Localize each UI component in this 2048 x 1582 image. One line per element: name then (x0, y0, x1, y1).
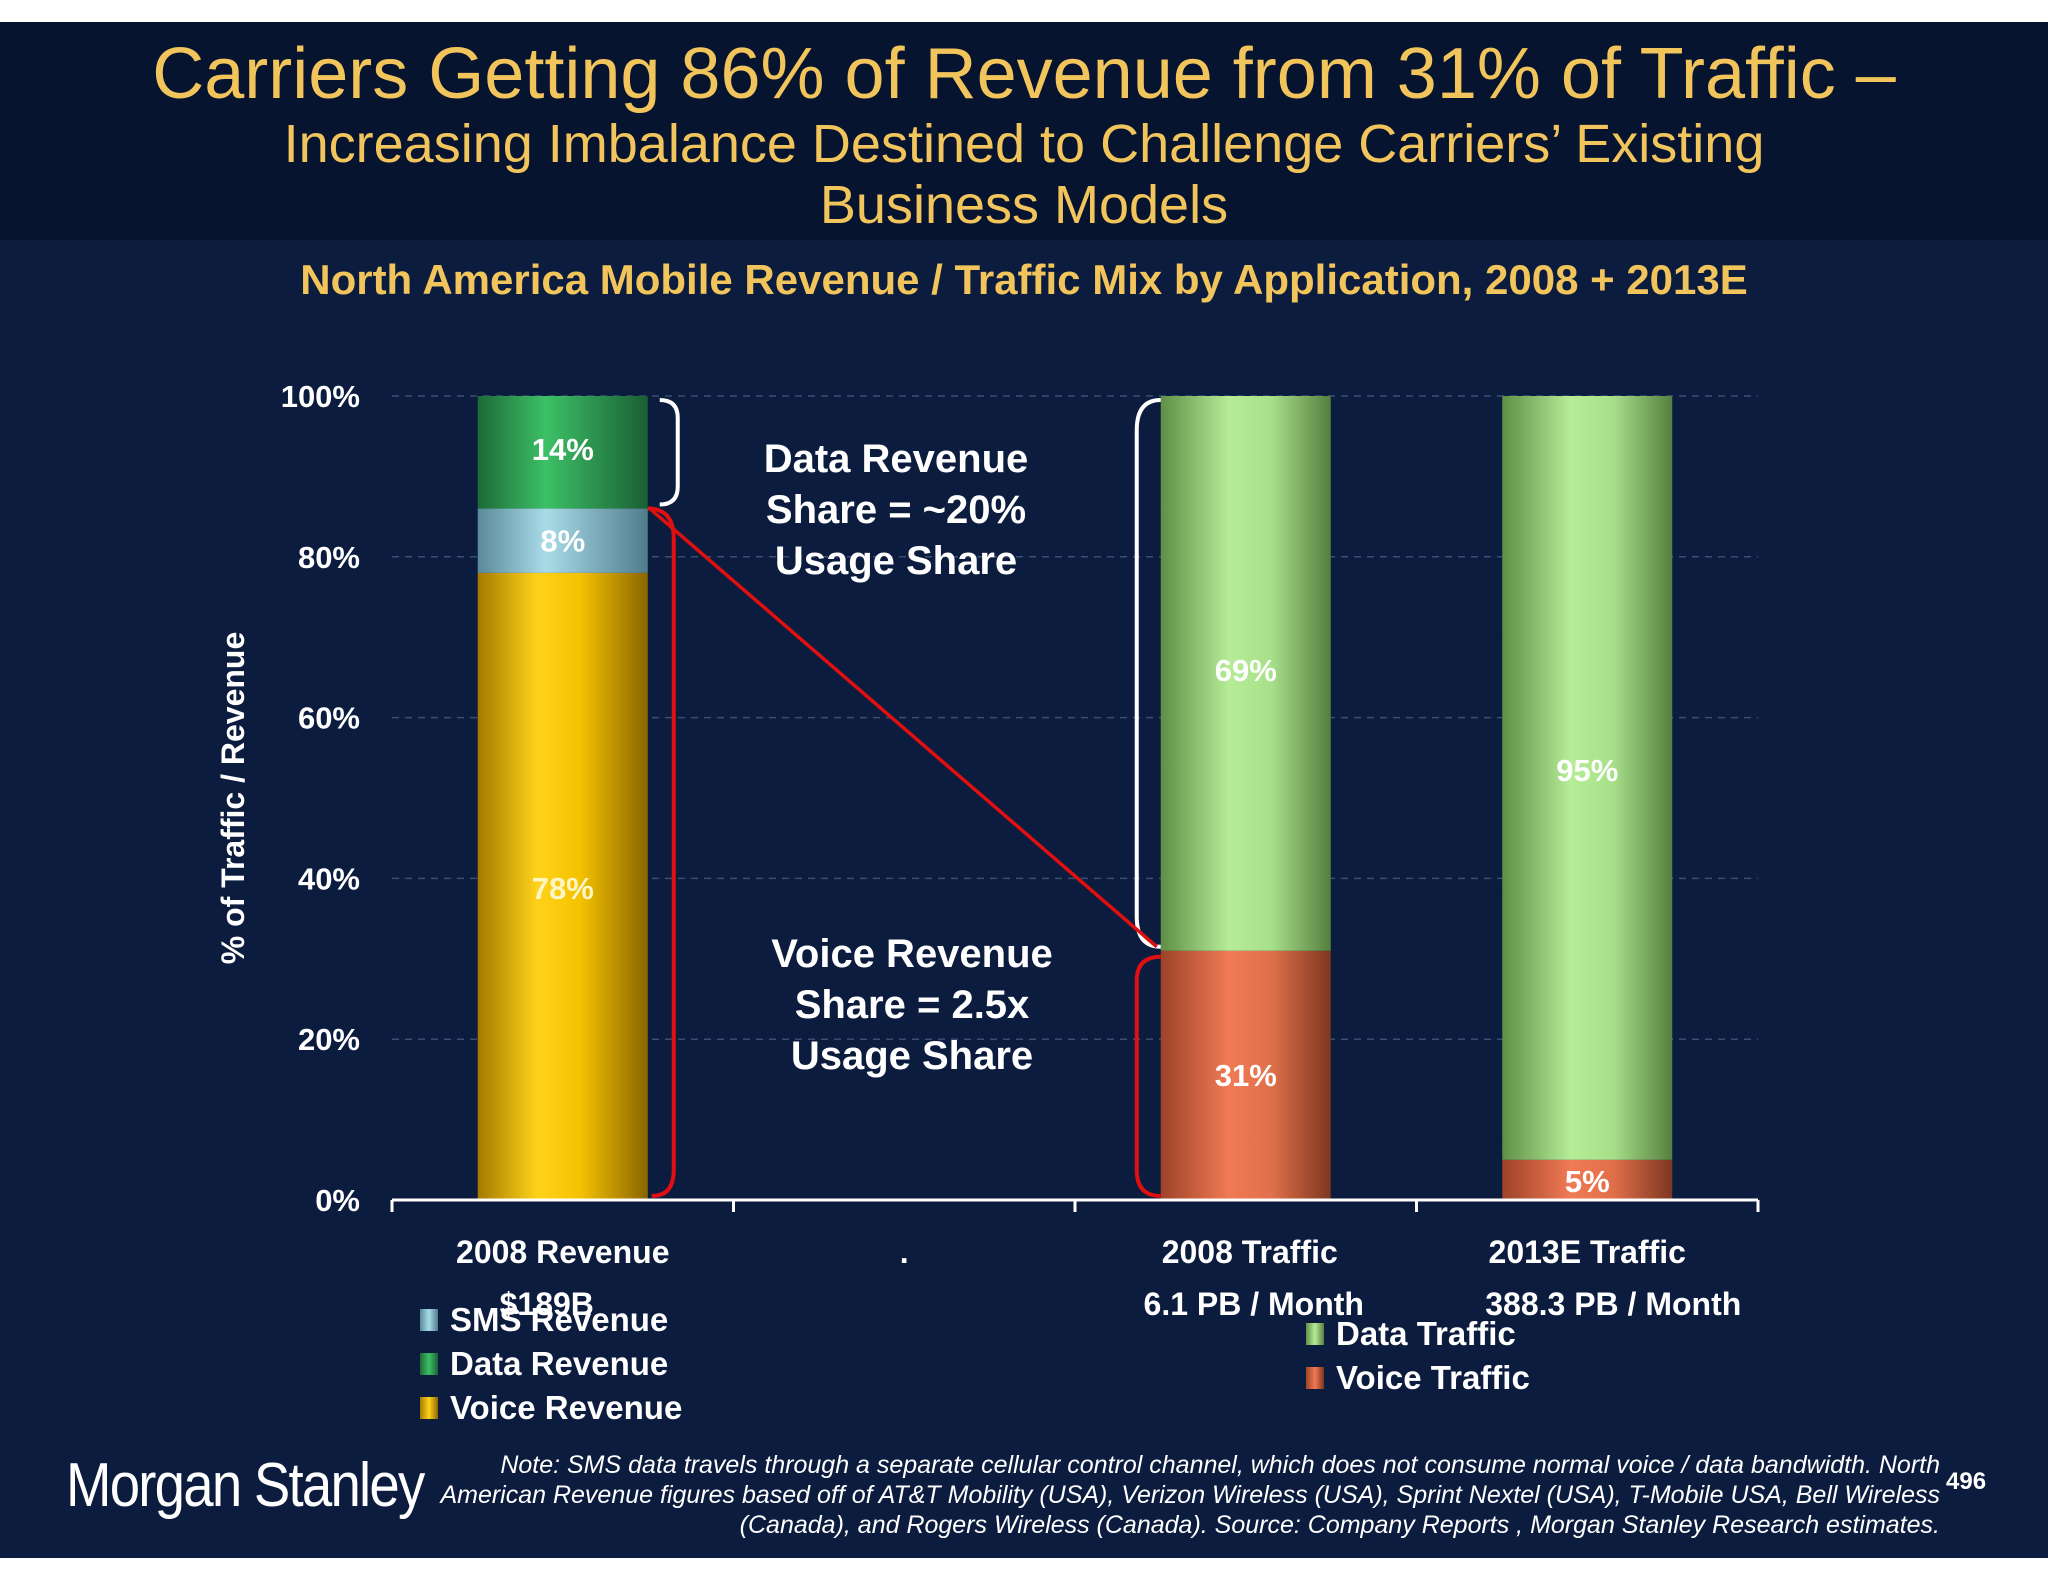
legend-label-data-traffic: Data Traffic (1336, 1315, 1516, 1352)
legend-swatch-data-revenue (420, 1353, 438, 1375)
data-label-voice-revenue-0: 78% (532, 871, 594, 906)
bar-voice-revenue-0 (477, 572, 648, 1200)
data-label-data-traffic-2: 69% (1215, 653, 1277, 688)
x-category-label-0: 2008 Revenue (456, 1234, 669, 1270)
callout-voice-revenue-line-3: Usage Share (791, 1034, 1033, 1078)
x-category-label-3: 2013E Traffic (1489, 1234, 1686, 1270)
slide-subtitle-line-2: Business Models (819, 175, 1229, 235)
bar-sms-revenue-0 (477, 508, 648, 573)
data-label-voice-traffic-2: 31% (1215, 1058, 1277, 1093)
legend-item-data-revenue: Data Revenue (420, 1342, 682, 1386)
bar-data-revenue-0 (477, 396, 648, 509)
legend-swatch-data-traffic (1306, 1323, 1324, 1345)
chart-bars: 78% 8% 14% 31% 5% 69% 95% (477, 396, 1673, 1200)
data-label-voice-traffic-3: 5% (1565, 1164, 1610, 1199)
y-tick-label: 100% (281, 379, 360, 414)
x-category-label-2: 2008 Traffic (1162, 1234, 1338, 1270)
slide-title: Carriers Getting 86% of Revenue from 31%… (152, 34, 1896, 114)
y-tick-label: 40% (298, 861, 360, 896)
x-axis (390, 1198, 1760, 1212)
connector-line (648, 507, 1158, 949)
title-band: Carriers Getting 86% of Revenue from 31%… (0, 22, 2048, 240)
brace-voice-revenue (647, 506, 676, 1198)
slide: Carriers Getting 86% of Revenue from 31%… (0, 22, 2048, 1558)
callout-data-revenue-line-2: Share = ~20% (766, 488, 1026, 532)
y-tick-label: 0% (315, 1183, 360, 1218)
legend-item-sms-revenue: SMS Revenue (420, 1298, 682, 1342)
legend-item-data-traffic: Data Traffic (1306, 1312, 1530, 1356)
bar-data-traffic-3 (1502, 396, 1673, 1160)
x-category-label-1: . (900, 1234, 909, 1270)
brace-data-traffic (1134, 398, 1161, 949)
legend-swatch-sms-revenue (420, 1309, 438, 1331)
y-tick-label: 20% (298, 1022, 360, 1057)
callout-voice-revenue-line-1: Voice Revenue (771, 932, 1053, 976)
page-number: 496 (1946, 1468, 1987, 1495)
callout-voice-revenue-line-2: Share = 2.5x (795, 983, 1030, 1027)
chart-title: North America Mobile Revenue / Traffic M… (300, 256, 1748, 303)
callout-data-revenue-line-3: Usage Share (775, 539, 1017, 583)
data-label-sms-revenue-0: 8% (540, 524, 585, 559)
legend-traffic: Data Traffic Voice Traffic (1306, 1312, 1530, 1400)
y-axis-tick-labels: 0% 20% 40% 60% 80% 100% (281, 379, 360, 1218)
x-category-sublabel-2: 6.1 PB / Month (1144, 1286, 1364, 1322)
legend-label-data-revenue: Data Revenue (450, 1345, 669, 1382)
legend-item-voice-traffic: Voice Traffic (1306, 1356, 1530, 1400)
data-label-data-traffic-3: 95% (1556, 753, 1618, 788)
footnote: Note: SMS data travels through a separat… (440, 1451, 1940, 1539)
slide-subtitle-line-1: Increasing Imbalance Destined to Challen… (283, 114, 1765, 174)
legend-label-sms-revenue: SMS Revenue (450, 1301, 669, 1338)
bar-voice-traffic-3 (1502, 1159, 1673, 1200)
bar-data-traffic-2 (1160, 396, 1331, 951)
brace-data-revenue (659, 398, 680, 507)
y-tick-label: 60% (298, 701, 360, 736)
legend-label-voice-revenue: Voice Revenue (450, 1389, 683, 1426)
brace-voice-traffic (1134, 954, 1161, 1198)
callout-data-revenue-line-1: Data Revenue (764, 437, 1029, 481)
legend-label-voice-traffic: Voice Traffic (1336, 1359, 1530, 1396)
chart-annotations: Data Revenue Share = ~20% Usage Share Voice… (647, 398, 1161, 1198)
chart: 0% 20% 40% 60% 80% 100% % of Traffic / Revenu… (215, 379, 1760, 1322)
legend-revenue: SMS Revenue Data Revenue Voice Revenue (420, 1298, 682, 1430)
bar-voice-traffic-2 (1160, 950, 1331, 1200)
legend-item-voice-revenue: Voice Revenue (420, 1386, 682, 1430)
y-tick-label: 80% (298, 540, 360, 575)
y-axis-label: % of Traffic / Revenue (215, 632, 251, 965)
legend-swatch-voice-traffic (1306, 1367, 1324, 1389)
data-label-data-revenue-0: 14% (532, 432, 594, 467)
legend-swatch-voice-revenue (420, 1397, 438, 1419)
morgan-stanley-logo: Morgan Stanley (66, 1451, 425, 1520)
x-axis-tick-labels: 2008 Revenue $189B. 2008 Traffic 6.1 PB / M… (456, 1234, 1741, 1322)
x-category-sublabel-0: $189B (500, 1286, 594, 1322)
x-category-sublabel-3: 388.3 PB / Month (1485, 1286, 1741, 1322)
